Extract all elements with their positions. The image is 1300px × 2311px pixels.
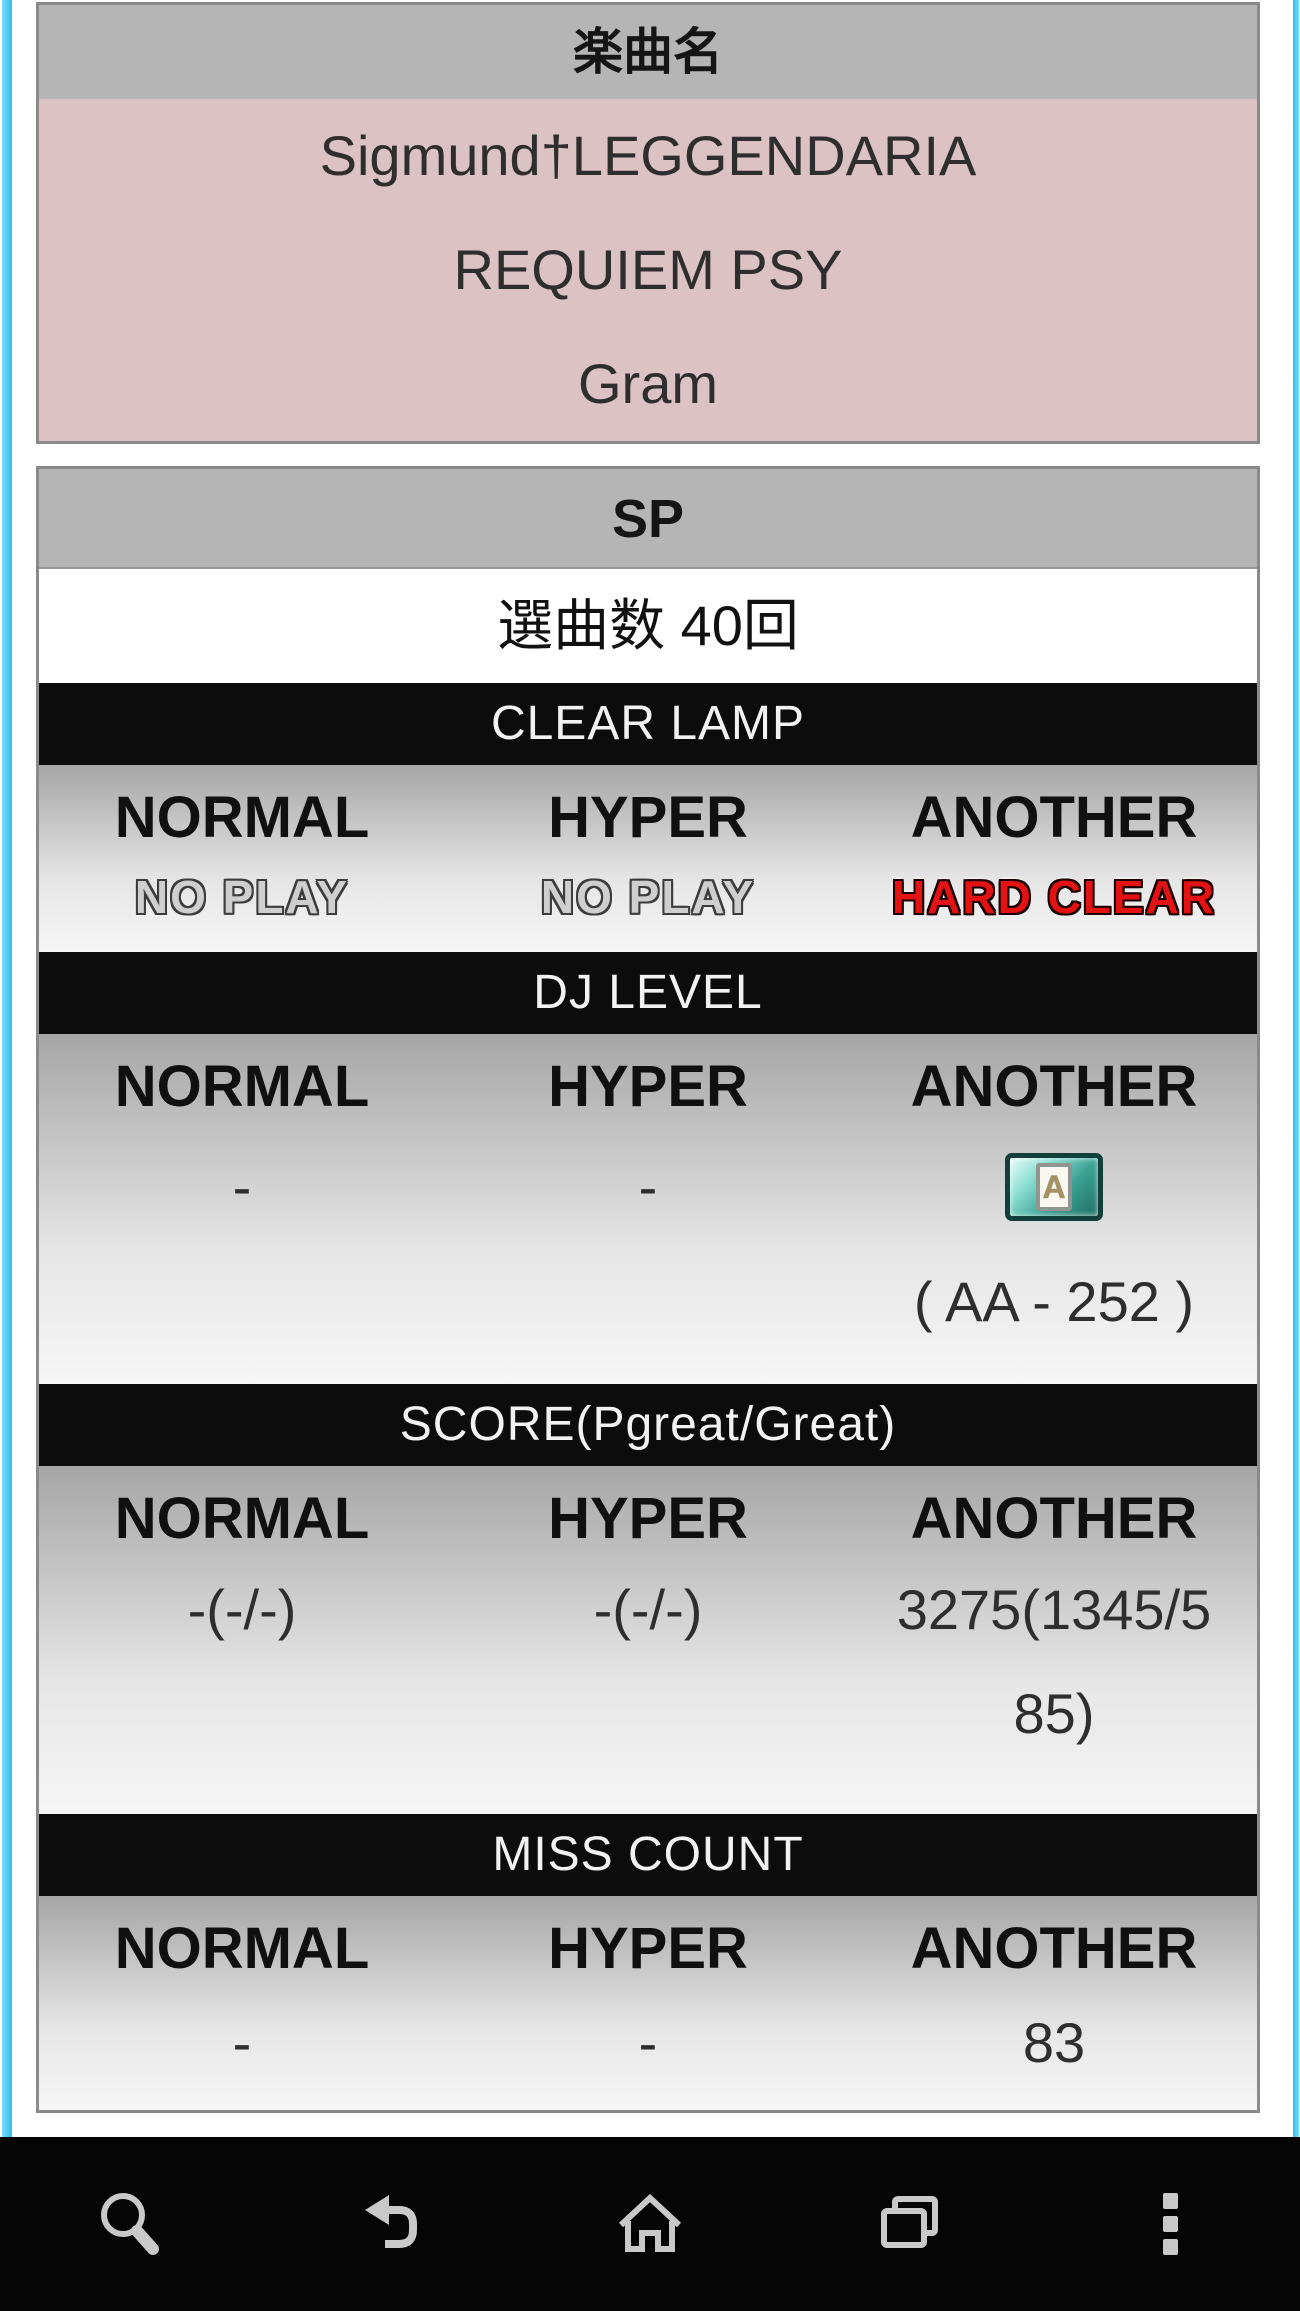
clear-lamp-normal: NO PLAY — [134, 871, 350, 923]
column-header-hyper: HYPER — [548, 1486, 748, 1551]
section-bar-dj-level: DJ LEVEL — [39, 952, 1257, 1034]
column-header-hyper: HYPER — [548, 785, 748, 850]
dj-level-another-detail: ( AA - 252 ) — [913, 1270, 1195, 1333]
score-another: 3275(1345/585) — [896, 1578, 1212, 1745]
column-header-another: ANOTHER — [910, 1054, 1198, 1119]
search-button[interactable] — [0, 2137, 260, 2311]
dj-level-hyper: - — [638, 1155, 658, 1218]
column-header-hyper: HYPER — [548, 1916, 748, 1981]
column-header-another: ANOTHER — [910, 785, 1198, 850]
section-bar-clear-lamp: CLEAR LAMP — [39, 683, 1257, 765]
overscroll-glow-right — [1293, 0, 1299, 2137]
miss-count-section: NORMAL HYPER ANOTHER - - 83 — [39, 1896, 1257, 2110]
score-page: 楽曲名 Sigmund†LEGGENDARIA REQUIEM PSY Gram… — [36, 0, 1260, 2113]
miss-count-hyper: - — [638, 2011, 658, 2074]
miss-count-normal: - — [232, 2011, 252, 2074]
score-stats-table: SP 選曲数 40回 CLEAR LAMP NORMAL HYPER ANOTH… — [36, 466, 1260, 2113]
score-section: NORMAL HYPER ANOTHER -(-/-) -(-/-) 3275(… — [39, 1466, 1257, 1814]
score-hyper: -(-/-) — [593, 1578, 703, 1641]
song-info-table: 楽曲名 Sigmund†LEGGENDARIA REQUIEM PSY Gram — [36, 2, 1260, 444]
android-nav-bar — [0, 2137, 1300, 2311]
grade-letter: A — [1036, 1162, 1072, 1211]
back-button[interactable] — [260, 2137, 520, 2311]
dj-level-another-cell: A — [851, 1126, 1257, 1248]
column-header-normal: NORMAL — [114, 1486, 370, 1551]
play-style-header: SP — [39, 469, 1257, 569]
column-header-normal: NORMAL — [114, 785, 370, 850]
score-normal: -(-/-) — [187, 1578, 297, 1641]
recent-apps-button[interactable] — [780, 2137, 1040, 2311]
section-bar-miss-count: MISS COUNT — [39, 1814, 1257, 1896]
table-gap — [36, 444, 1260, 466]
search-icon — [101, 2193, 159, 2255]
clear-lamp-section: NORMAL HYPER ANOTHER NO PLAY NO PLAY HAR… — [39, 765, 1257, 952]
recent-apps-icon — [881, 2196, 938, 2248]
column-header-another: ANOTHER — [910, 1916, 1198, 1981]
column-header-normal: NORMAL — [114, 1054, 370, 1119]
browser-viewport: 楽曲名 Sigmund†LEGGENDARIA REQUIEM PSY Gram… — [0, 0, 1300, 2137]
column-header-hyper: HYPER — [548, 1054, 748, 1119]
home-button[interactable] — [520, 2137, 780, 2311]
menu-overflow-icon — [1163, 2193, 1178, 2255]
song-genre: REQUIEM PSY — [453, 238, 843, 301]
song-title: Sigmund†LEGGENDARIA — [319, 124, 977, 187]
grade-a-badge-icon: A — [1005, 1152, 1103, 1221]
dj-level-normal: - — [232, 1155, 252, 1218]
clear-lamp-hyper: NO PLAY — [540, 871, 756, 923]
song-info-body: Sigmund†LEGGENDARIA REQUIEM PSY Gram — [39, 99, 1257, 441]
menu-button[interactable] — [1040, 2137, 1300, 2311]
overscroll-glow-left — [2, 0, 12, 2137]
back-icon — [365, 2195, 417, 2248]
select-count: 選曲数 40回 — [39, 569, 1257, 683]
home-icon — [618, 2193, 682, 2252]
song-table-header: 楽曲名 — [39, 5, 1257, 99]
dj-level-section: NORMAL HYPER ANOTHER - - A — [39, 1034, 1257, 1384]
column-header-another: ANOTHER — [910, 1486, 1198, 1551]
column-header-normal: NORMAL — [114, 1916, 370, 1981]
miss-count-another: 83 — [1022, 2011, 1086, 2074]
song-artist: Gram — [578, 352, 718, 415]
section-bar-score: SCORE(Pgreat/Great) — [39, 1384, 1257, 1466]
clear-lamp-another: HARD CLEAR — [891, 871, 1217, 923]
